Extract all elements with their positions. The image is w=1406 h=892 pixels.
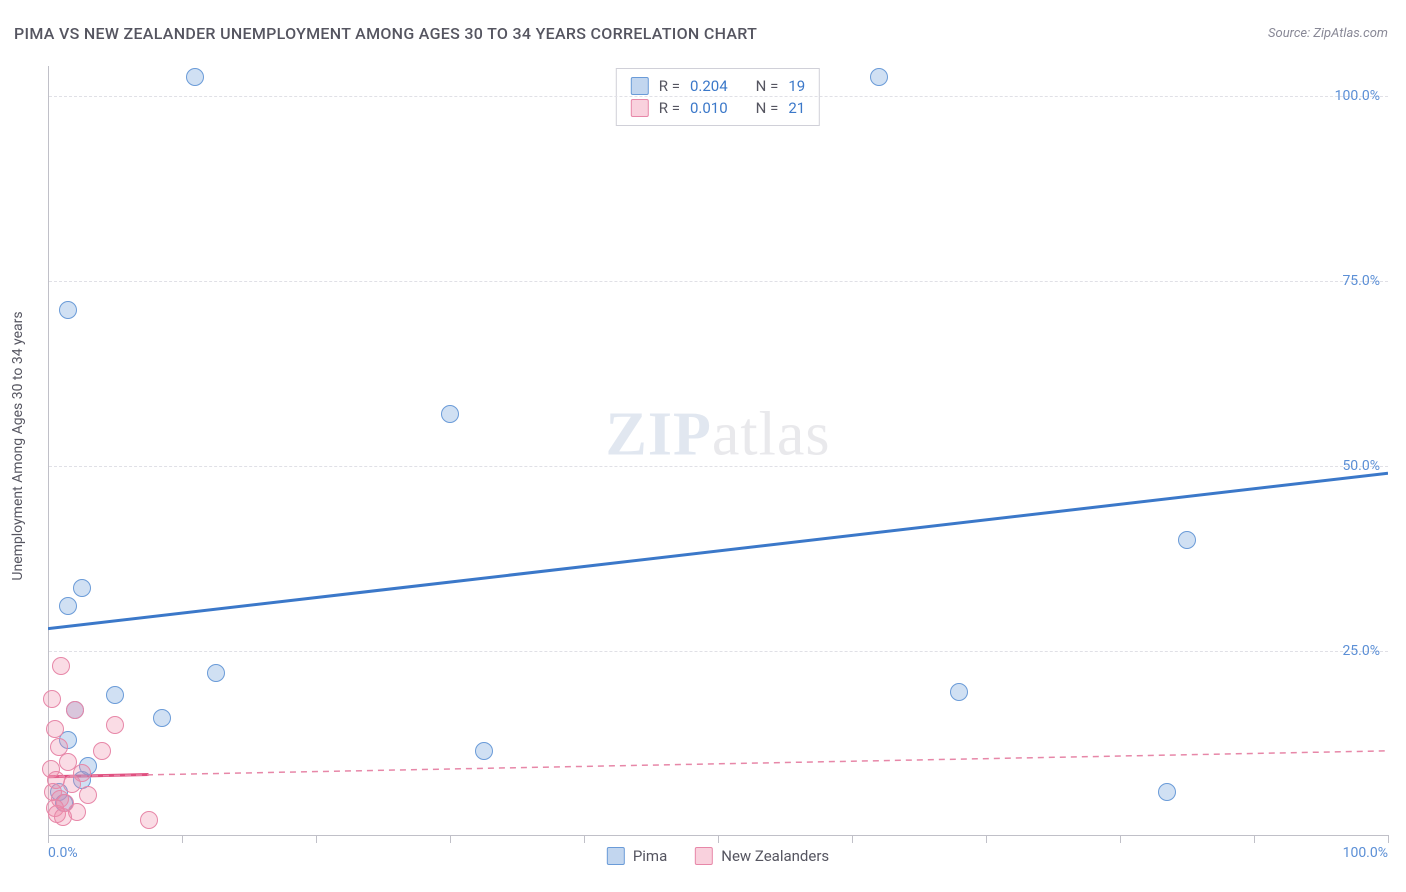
data-point [66, 701, 84, 719]
y-tick-label: 50.0% [1342, 458, 1380, 474]
x-tick [584, 835, 585, 843]
y-tick-label: 75.0% [1342, 273, 1380, 289]
stat-n-label: N = [756, 75, 779, 97]
data-point [475, 742, 493, 760]
stat-n-value: 19 [788, 75, 805, 97]
gridline-h [49, 281, 1388, 282]
y-tick-label: 100.0% [1335, 88, 1380, 104]
stat-n-value: 21 [788, 97, 805, 119]
data-point [1178, 531, 1196, 549]
x-tick [1388, 835, 1389, 843]
source-attribution: Source: ZipAtlas.com [1268, 26, 1388, 41]
watermark-zip: ZIP [606, 401, 712, 469]
stat-row: R = 0.010 N = 21 [631, 97, 805, 119]
data-point [1158, 783, 1176, 801]
gridline-h [49, 96, 1388, 97]
data-point [870, 68, 888, 86]
x-tick [986, 835, 987, 843]
plot-area: ZIPatlas R =0.204N =19R =0.010N =21 Pima… [48, 66, 1388, 836]
x-tick [316, 835, 317, 843]
stat-r-value: 0.010 [690, 97, 728, 119]
data-point [52, 657, 70, 675]
data-point [59, 597, 77, 615]
data-point [93, 742, 111, 760]
trend-line [48, 751, 1388, 777]
stat-r-label: R = [659, 97, 680, 119]
data-point [950, 683, 968, 701]
stat-r-label: R = [659, 75, 680, 97]
x-tick [48, 835, 49, 843]
x-tick [1120, 835, 1121, 843]
legend-swatch [631, 99, 649, 117]
x-tick [1254, 835, 1255, 843]
stat-r-value: 0.204 [690, 75, 728, 97]
y-axis-line [48, 66, 49, 835]
legend-item: Pima [607, 847, 667, 865]
data-point [106, 716, 124, 734]
data-point [153, 709, 171, 727]
legend-label: Pima [633, 847, 667, 865]
data-point [186, 68, 204, 86]
stat-legend-box: R = 0.204 N = 19 R = 0.010 N = 21 [616, 68, 820, 126]
chart-container: PIMA VS NEW ZEALANDER UNEMPLOYMENT AMONG… [0, 0, 1406, 892]
data-point [441, 405, 459, 423]
data-point [63, 775, 81, 793]
chart-title: PIMA VS NEW ZEALANDER UNEMPLOYMENT AMONG… [14, 24, 757, 43]
x-tick [450, 835, 451, 843]
data-point [59, 301, 77, 319]
x-tick [852, 835, 853, 843]
x-tick-label: 100.0% [1343, 845, 1388, 861]
data-point [79, 786, 97, 804]
x-tick [182, 835, 183, 843]
gridline-h [49, 651, 1388, 652]
data-point [106, 686, 124, 704]
legend-swatch [607, 847, 625, 865]
x-tick-label: 0.0% [48, 845, 78, 861]
legend-swatch [631, 77, 649, 95]
gridline-h [49, 466, 1388, 467]
data-point [54, 808, 72, 826]
watermark: ZIPatlas [606, 400, 831, 471]
data-point [140, 811, 158, 829]
data-point [207, 664, 225, 682]
stat-n-label: N = [756, 97, 779, 119]
watermark-atlas: atlas [712, 401, 831, 469]
x-tick [718, 835, 719, 843]
data-point [46, 720, 64, 738]
legend-swatch [695, 847, 713, 865]
bottom-legend: Pima New Zealanders [607, 847, 829, 865]
y-tick-label: 25.0% [1342, 643, 1380, 659]
trend-lines-svg [48, 66, 1388, 836]
y-axis-title: Unemployment Among Ages 30 to 34 years [10, 311, 26, 580]
legend-label: New Zealanders [721, 847, 829, 865]
trend-line [48, 473, 1388, 628]
legend-item: New Zealanders [695, 847, 829, 865]
data-point [43, 690, 61, 708]
data-point [73, 579, 91, 597]
stat-row: R = 0.204 N = 19 [631, 75, 805, 97]
